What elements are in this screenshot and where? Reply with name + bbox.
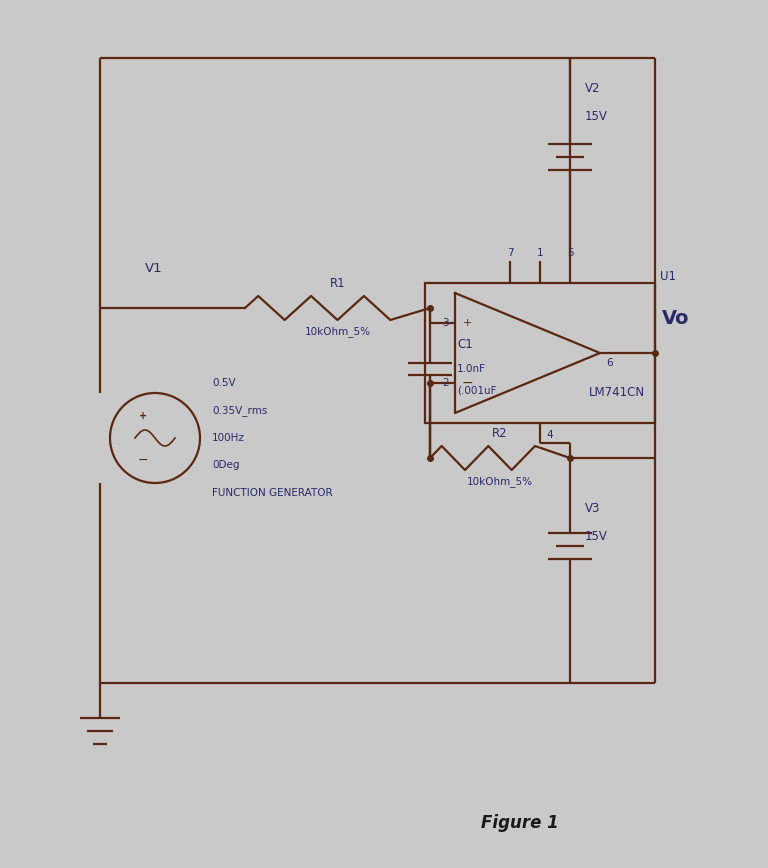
Text: 3: 3 [442,318,449,328]
Text: −: − [462,376,473,390]
Text: 0.5V: 0.5V [212,378,236,388]
Text: +: + [462,318,472,328]
Text: 0Deg: 0Deg [212,460,240,470]
Text: (.001uF: (.001uF [457,386,496,396]
Text: 1.0nF: 1.0nF [457,364,486,374]
Text: 0.35V_rms: 0.35V_rms [212,405,267,417]
Text: 4: 4 [546,430,553,440]
Text: 1: 1 [537,248,543,258]
Text: LM741CN: LM741CN [589,386,645,399]
Text: 2: 2 [442,378,449,388]
Text: C1: C1 [457,338,473,351]
Text: U1: U1 [660,270,676,283]
Text: 15V: 15V [585,109,608,122]
Text: −: − [137,453,148,466]
Text: R2: R2 [492,427,508,440]
Text: Figure 1: Figure 1 [481,814,559,832]
Text: R1: R1 [329,277,346,290]
Text: 6: 6 [606,358,613,368]
Text: 100Hz: 100Hz [212,433,245,443]
Text: V2: V2 [585,82,601,95]
Text: 10kOhm_5%: 10kOhm_5% [304,326,370,337]
Text: +: + [139,411,147,421]
Text: 15V: 15V [585,529,608,542]
Text: 10kOhm_5%: 10kOhm_5% [467,476,533,487]
Text: 7: 7 [507,248,513,258]
Text: V3: V3 [585,502,601,515]
Text: FUNCTION GENERATOR: FUNCTION GENERATOR [212,488,333,498]
Text: V1: V1 [145,261,163,274]
Text: 5: 5 [567,248,574,258]
Text: Vo: Vo [662,308,690,327]
